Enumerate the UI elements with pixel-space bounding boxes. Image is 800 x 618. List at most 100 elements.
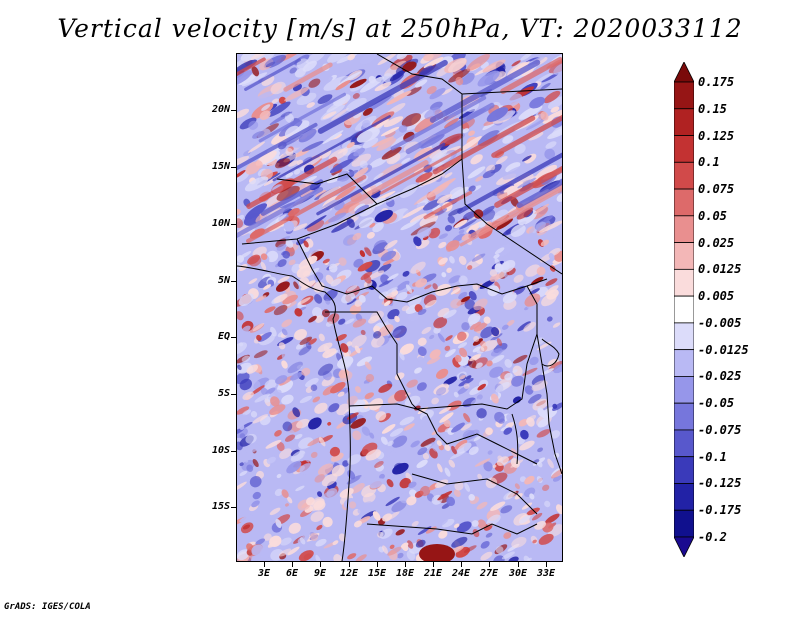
field-cell xyxy=(372,222,384,233)
field-cell xyxy=(402,205,425,219)
lon-label: 12E xyxy=(339,568,359,579)
field-cell xyxy=(364,361,372,370)
strong-ascent-core xyxy=(419,544,455,561)
jet-streak xyxy=(246,174,367,244)
field-cell xyxy=(269,404,286,415)
field-cell xyxy=(480,540,490,549)
field-cell xyxy=(237,255,244,263)
field-cell xyxy=(444,118,459,129)
colorbar-swatch xyxy=(674,402,694,431)
field-cell xyxy=(397,552,404,559)
field-cell xyxy=(263,284,272,290)
field-cell xyxy=(317,342,333,353)
field-cell xyxy=(451,445,457,455)
lon-tick xyxy=(264,562,265,567)
field-cell xyxy=(517,321,531,332)
field-cell xyxy=(545,278,558,286)
lon-label: 9E xyxy=(313,568,327,579)
field-cell xyxy=(238,423,245,430)
field-cell xyxy=(385,496,400,507)
field-cell xyxy=(300,280,316,291)
field-cell xyxy=(346,475,362,485)
lon-label: 15E xyxy=(367,568,387,579)
field-cell xyxy=(490,348,503,357)
field-cell xyxy=(361,238,373,248)
field-cell xyxy=(299,336,313,346)
field-cell xyxy=(301,367,311,376)
field-cell xyxy=(351,334,367,348)
field-cell xyxy=(503,272,511,281)
field-cell xyxy=(496,456,509,466)
field-cell xyxy=(471,54,479,59)
field-cell xyxy=(531,374,546,386)
field-cell xyxy=(410,440,420,448)
field-cell xyxy=(304,215,327,230)
field-cell xyxy=(534,521,547,530)
field-cell xyxy=(259,110,271,120)
field-cell xyxy=(270,396,280,407)
field-cell xyxy=(296,238,305,246)
field-cell xyxy=(467,313,481,325)
field-cell xyxy=(363,274,372,284)
field-cell xyxy=(237,208,241,216)
field-cell xyxy=(523,555,530,561)
field-cell xyxy=(340,360,352,371)
field-cell xyxy=(264,306,276,314)
field-cell xyxy=(519,476,526,482)
lat-label: EQ xyxy=(217,331,230,342)
field-cell xyxy=(349,78,367,89)
field-cell xyxy=(523,249,533,259)
field-cell xyxy=(318,333,325,342)
field-cell xyxy=(237,342,247,355)
field-cell xyxy=(271,98,279,104)
field-cell xyxy=(359,475,366,483)
field-cell xyxy=(321,473,338,487)
field-cell xyxy=(287,546,300,556)
field-cell xyxy=(369,478,385,489)
field-cell xyxy=(275,375,288,385)
colorbar-swatch xyxy=(674,456,694,484)
field-cell xyxy=(437,490,453,501)
field-cell xyxy=(416,227,432,239)
field-cell xyxy=(338,533,346,542)
field-cell xyxy=(282,525,289,532)
field-cell xyxy=(421,326,432,335)
field-cell xyxy=(319,149,332,159)
field-cell xyxy=(305,54,326,65)
field-cell xyxy=(520,429,529,440)
lat-tick xyxy=(231,281,236,282)
field-cell xyxy=(467,265,473,270)
field-cell xyxy=(495,244,512,257)
field-cell xyxy=(454,219,468,229)
field-cell xyxy=(287,361,303,374)
field-cell xyxy=(331,465,345,477)
jet-streak xyxy=(516,178,562,208)
field-cell xyxy=(538,220,562,233)
field-cell xyxy=(529,356,539,366)
field-cell xyxy=(386,479,394,488)
field-cell xyxy=(417,308,427,316)
field-cell xyxy=(337,391,345,397)
field-cell xyxy=(418,170,444,186)
field-cell xyxy=(544,500,551,508)
colorbar-label: 0.075 xyxy=(698,182,735,197)
field-cell xyxy=(469,321,482,330)
field-cell xyxy=(438,406,452,415)
jet-streak xyxy=(272,115,391,182)
field-cell xyxy=(365,373,375,383)
border-libya-egypt xyxy=(461,88,562,95)
field-cell xyxy=(325,299,331,305)
field-cell xyxy=(288,259,296,266)
field-cell xyxy=(380,250,397,262)
field-cell xyxy=(280,537,292,546)
field-cell xyxy=(281,353,288,361)
jet-streak xyxy=(260,179,324,216)
field-cell xyxy=(382,545,388,554)
field-cell xyxy=(301,140,324,152)
field-cell xyxy=(518,105,543,120)
field-cell xyxy=(273,293,288,304)
border-zambia-south xyxy=(411,473,538,515)
field-cell xyxy=(448,58,467,73)
colorbar-label: 0.175 xyxy=(698,75,735,89)
field-cell xyxy=(298,257,313,269)
